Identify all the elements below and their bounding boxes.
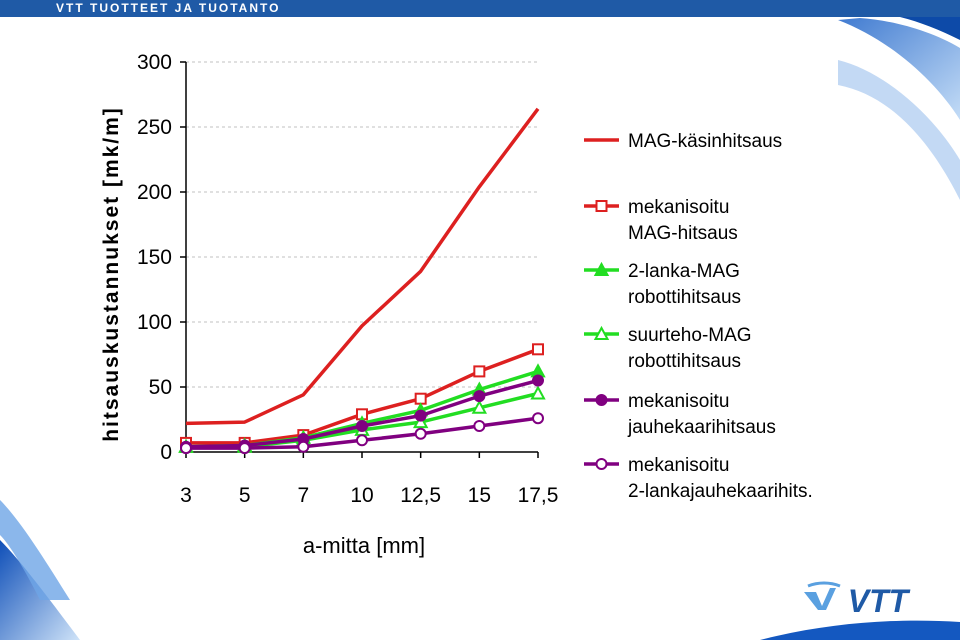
legend-entry-3: suurteho-MAG robottihitsaus (584, 325, 752, 372)
chart-area: 0 50 100 150 200 250 300 3 5 7 10 12,5 15 17,5 hitsa… (76, 22, 838, 586)
y-tick-label-150: 150 (137, 246, 172, 269)
vtt-logo: VTT (804, 581, 911, 618)
y-tick-label-100: 100 (137, 311, 172, 334)
series-4-point-6 (532, 374, 544, 387)
legend-entry-5: mekanisoitu 2-lankajauhekaarihits. (584, 455, 813, 502)
chart: 0 50 100 150 200 250 300 3 5 7 10 12,5 15 17,5 hitsa… (100, 51, 813, 558)
legend: MAG-käsinhitsaus mekanisoitu MAG-hitsaus 2-… (584, 131, 813, 502)
series-1-point-5 (473, 365, 486, 378)
x-tick-label-5: 15 (468, 484, 491, 507)
series-4-point-4 (414, 409, 427, 422)
y-tick-label-250: 250 (137, 116, 172, 139)
series-5 (180, 412, 544, 455)
legend-label-5-0: mekanisoitu (628, 455, 729, 476)
legend-label-4-1: jauhekaarihitsaus (627, 417, 776, 438)
series-1-point-6 (532, 343, 544, 356)
legend-label-2-1: robottihitsaus (628, 287, 741, 308)
legend-label-3-0: suurteho-MAG (628, 325, 752, 346)
y-tick-label-300: 300 (137, 51, 172, 74)
legend-swatch-marker-5 (595, 458, 608, 470)
series-1-point-4 (414, 392, 427, 405)
series-5-point-0 (180, 442, 192, 455)
series-5-point-3 (356, 434, 368, 447)
legend-label-3-1: robottihitsaus (628, 351, 741, 372)
legend-entry-2: 2-lanka-MAG robottihitsaus (584, 261, 741, 308)
legend-swatch-marker-2 (593, 261, 610, 276)
y-ticks: 0 50 100 150 200 250 300 (137, 51, 172, 464)
series-4-point-5 (473, 390, 486, 403)
header-title: VTT TUOTTEET JA TUOTANTO (56, 1, 281, 15)
series-5-point-6 (532, 412, 544, 425)
legend-swatch-marker-4 (595, 394, 608, 406)
y-tick-label-50: 50 (149, 376, 172, 399)
x-tick-label-3: 10 (350, 484, 373, 507)
series-5-point-1 (238, 442, 251, 455)
series-5-point-4 (414, 427, 427, 440)
legend-label-1-0: mekanisoitu (628, 197, 729, 218)
logo-text: VTT (848, 583, 911, 618)
x-ticks: 3 5 7 10 12,5 15 17,5 (180, 484, 558, 507)
legend-entry-1: mekanisoitu MAG-hitsaus (584, 197, 738, 244)
series (178, 107, 546, 455)
series-4-point-3 (356, 420, 368, 432)
legend-label-5-1: 2-lankajauhekaarihits. (628, 481, 813, 502)
x-tick-label-1: 5 (239, 484, 251, 507)
x-tick-label-4: 12,5 (400, 484, 441, 507)
grid (186, 61, 538, 388)
x-tick-label-0: 3 (180, 484, 192, 507)
series-3-point-6 (530, 385, 546, 400)
legend-label-0-0: MAG-käsinhitsaus (628, 131, 782, 152)
x-axis-title: a-mitta [mm] (303, 533, 425, 558)
legend-label-4-0: mekanisoitu (628, 391, 729, 412)
legend-entry-0: MAG-käsinhitsaus (584, 131, 782, 152)
x-tick-label-2: 7 (297, 484, 309, 507)
series-0 (185, 107, 540, 426)
legend-entry-4: mekanisoitu jauhekaarihitsaus (584, 391, 776, 438)
series-5-point-2 (297, 440, 310, 453)
legend-label-2-0: 2-lanka-MAG (628, 261, 740, 282)
legend-swatch-marker-1 (595, 200, 608, 212)
header-bar: VTT TUOTTEET JA TUOTANTO (0, 0, 960, 17)
y-tick-label-200: 200 (137, 181, 172, 204)
series-3-point-5 (471, 399, 488, 414)
y-tick-label-0: 0 (160, 441, 172, 464)
legend-label-1-1: MAG-hitsaus (628, 223, 738, 244)
series-line-0 (185, 107, 540, 426)
series-5-point-5 (473, 420, 486, 432)
legend-swatch-marker-3 (593, 325, 610, 340)
y-axis-title: hitsauskustannukset [mk/m] (100, 106, 123, 442)
x-tick-label-6: 17,5 (518, 484, 559, 507)
